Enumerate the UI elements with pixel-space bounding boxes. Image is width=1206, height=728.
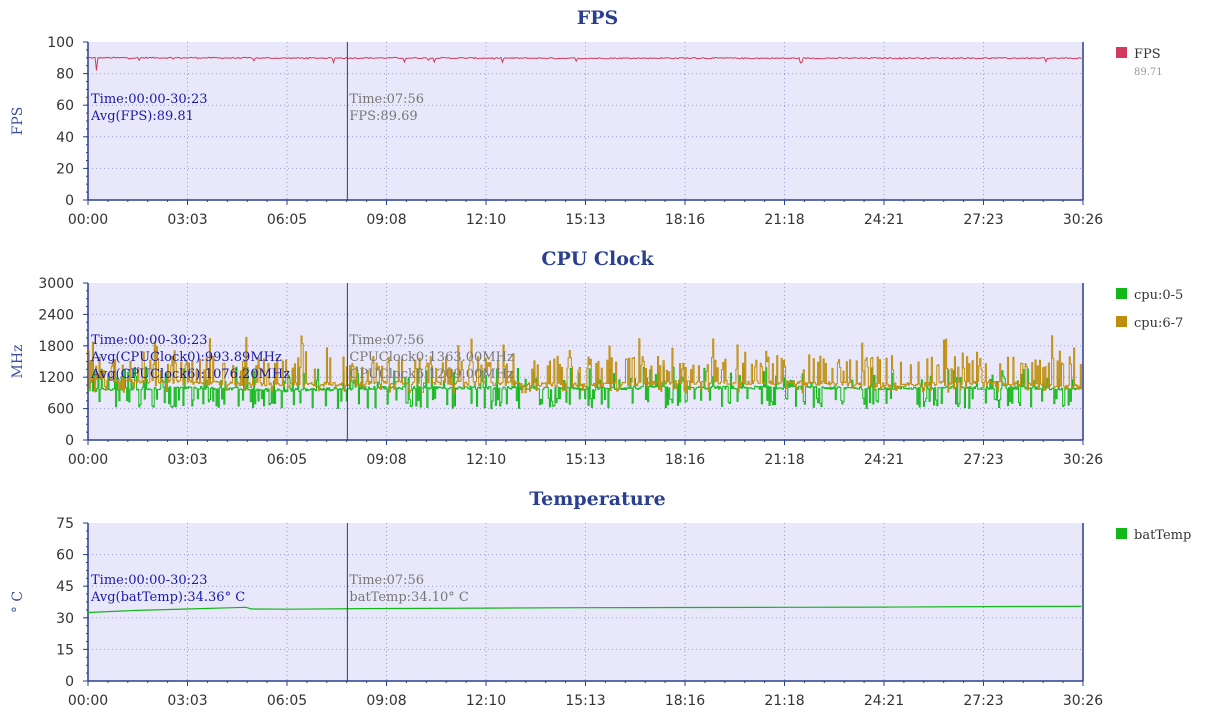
cpu-ytick-label: 0 xyxy=(65,433,74,449)
fps-avg-annotation: Avg(FPS):89.81 xyxy=(90,109,194,124)
temp-ytick-label: 15 xyxy=(56,642,74,658)
temp-chart-title: Temperature xyxy=(529,488,666,510)
cpu-cursor-annotation: Time:07:56 xyxy=(349,333,424,348)
fps-chart-title: FPS xyxy=(577,7,619,29)
cpu-ytick-label: 3000 xyxy=(38,276,74,292)
cpu-cursor-annotation: CPUClock0:1363.00MHz xyxy=(349,350,514,365)
temp-xtick-label: 24:21 xyxy=(864,693,904,709)
cpu-xtick-label: 15:13 xyxy=(565,452,605,468)
temp-xtick-label: 21:18 xyxy=(764,693,804,709)
temp-cursor-annotation: Time:07:56 xyxy=(349,573,424,588)
cpu-legend-label[interactable]: cpu:6-7 xyxy=(1134,316,1183,331)
cpu-xtick-label: 30:26 xyxy=(1063,452,1103,468)
fps-ytick-label: 60 xyxy=(56,98,74,114)
temp-xtick-label: 12:10 xyxy=(466,693,506,709)
fps-xtick-label: 12:10 xyxy=(466,212,506,228)
cpu-legend-label[interactable]: cpu:0-5 xyxy=(1134,288,1183,303)
temp-ytick-label: 60 xyxy=(56,548,74,564)
cpu-panel: CPU Clock 0 600 1200 1800 2400 3000 00:00 03:03 0… xyxy=(10,248,1183,468)
temp-plot-area xyxy=(88,523,1083,681)
temp-xtick-label: 03:03 xyxy=(167,693,207,709)
temp-xtick-label: 30:26 xyxy=(1063,693,1103,709)
fps-xtick-label: 09:08 xyxy=(366,212,406,228)
temp-xtick-label: 09:08 xyxy=(366,693,406,709)
cpu-xtick-label: 00:00 xyxy=(68,452,108,468)
cpu-xtick-label: 18:16 xyxy=(665,452,705,468)
temp-panel: Temperature 0 15 30 45 60 75 00:00 03:03 06:05 09:… xyxy=(10,488,1191,709)
temp-avg-annotation: Avg(batTemp):34.36° C xyxy=(90,590,245,605)
fps-xtick-label: 21:18 xyxy=(764,212,804,228)
fps-ytick-label: 80 xyxy=(56,67,74,83)
temp-xtick-label: 15:13 xyxy=(565,693,605,709)
fps-xtick-label: 24:21 xyxy=(864,212,904,228)
cpu-avg-annotation: Time:00:00-30:23 xyxy=(91,333,208,348)
fps-cursor-annotation: Time:07:56 xyxy=(349,92,424,107)
fps-xtick-label: 30:26 xyxy=(1063,212,1103,228)
fps-legend-swatch[interactable] xyxy=(1116,47,1127,58)
temp-ytick-label: 75 xyxy=(56,516,74,532)
fps-ytick-label: 0 xyxy=(65,193,74,209)
fps-legend-value: 89.71 xyxy=(1134,67,1163,78)
cpu-plot-area xyxy=(88,283,1083,440)
cpu-ytick-label: 600 xyxy=(47,402,74,418)
cpu-xtick-label: 21:18 xyxy=(764,452,804,468)
fps-y-axis-label: FPS xyxy=(10,107,26,136)
temp-cursor-annotation: batTemp:34.10° C xyxy=(349,590,469,605)
temp-ytick-label: 0 xyxy=(65,674,74,690)
cpu-xtick-label: 03:03 xyxy=(167,452,207,468)
temp-ytick-label: 45 xyxy=(56,579,74,595)
fps-xtick-label: 03:03 xyxy=(167,212,207,228)
temp-xtick-label: 06:05 xyxy=(267,693,307,709)
temp-xtick-label: 18:16 xyxy=(665,693,705,709)
cpu-xtick-label: 09:08 xyxy=(366,452,406,468)
cpu-ytick-label: 1800 xyxy=(38,339,74,355)
temp-legend-swatch[interactable] xyxy=(1116,528,1127,539)
cpu-avg-annotation: Avg(CPUClock6):1076.20MHz xyxy=(90,367,290,382)
temp-y-axis-label: ° C xyxy=(10,591,26,613)
cpu-legend-swatch[interactable] xyxy=(1116,316,1127,327)
cpu-cursor-annotation: CPUClock6:1209.00MHz xyxy=(349,367,514,382)
cpu-legend-swatch[interactable] xyxy=(1116,288,1127,299)
fps-xtick-label: 06:05 xyxy=(267,212,307,228)
fps-series-line xyxy=(88,56,1082,71)
fps-xtick-label: 15:13 xyxy=(565,212,605,228)
battemp-series-line xyxy=(87,605,1082,614)
cpu-xtick-label: 24:21 xyxy=(864,452,904,468)
fps-ytick-label: 40 xyxy=(56,130,74,146)
cpu-ytick-label: 2400 xyxy=(38,307,74,323)
temp-xtick-label: 27:23 xyxy=(963,693,1003,709)
fps-panel: FPS 0 20 40 60 80 100 00:00 03:03 06:05 09:08 12:10… xyxy=(10,7,1163,228)
temp-ytick-label: 30 xyxy=(56,611,74,627)
cpu-xtick-label: 27:23 xyxy=(963,452,1003,468)
fps-xtick-label: 18:16 xyxy=(665,212,705,228)
cpu-ytick-label: 1200 xyxy=(38,370,74,386)
cpu-y-axis-label: MHz xyxy=(10,345,26,379)
fps-ytick-label: 20 xyxy=(56,161,74,177)
temp-legend-label[interactable]: batTemp xyxy=(1134,528,1191,543)
fps-xtick-label: 27:23 xyxy=(963,212,1003,228)
temp-avg-annotation: Time:00:00-30:23 xyxy=(91,573,208,588)
fps-plot-area xyxy=(88,42,1083,200)
fps-ytick-label: 100 xyxy=(47,35,74,51)
cpu-xtick-label: 06:05 xyxy=(267,452,307,468)
fps-cursor-annotation: FPS:89.69 xyxy=(349,109,417,124)
temp-xtick-label: 00:00 xyxy=(68,693,108,709)
cpu-avg-annotation: Avg(CPUClock0):993.89MHz xyxy=(90,350,282,365)
fps-legend-label[interactable]: FPS xyxy=(1134,47,1161,62)
fps-avg-annotation: Time:00:00-30:23 xyxy=(91,92,208,107)
cpu-chart-title: CPU Clock xyxy=(541,248,654,270)
cpu-6-7-series-line xyxy=(88,335,1082,394)
cpu-xtick-label: 12:10 xyxy=(466,452,506,468)
fps-xtick-label: 00:00 xyxy=(68,212,108,228)
